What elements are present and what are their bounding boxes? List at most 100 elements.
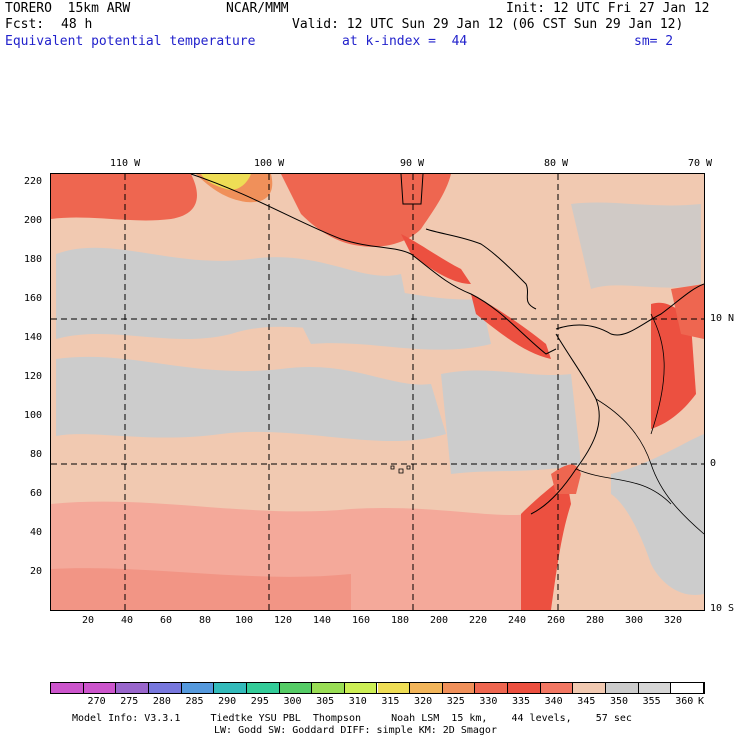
- x-tick-label: 140: [313, 615, 332, 626]
- color-swatch: [246, 683, 280, 693]
- color-bar-label: 355: [642, 696, 661, 707]
- x-tick-label: 100: [235, 615, 254, 626]
- color-bar-label: 305: [316, 696, 335, 707]
- x-tick-label: 260: [547, 615, 566, 626]
- color-swatch: [606, 683, 639, 693]
- coastline: [400, 174, 424, 205]
- hot-region: [401, 234, 471, 284]
- x-tick-label: 20: [82, 615, 95, 626]
- coastline: [555, 283, 704, 336]
- coastline: [190, 174, 557, 355]
- x-tick-label: 120: [274, 615, 293, 626]
- color-bar: [50, 682, 705, 694]
- color-bar-label: 345: [577, 696, 596, 707]
- color-swatch: [442, 683, 476, 693]
- center-name: NCAR/MMM: [226, 1, 289, 16]
- y-tick-label: 60: [30, 488, 43, 499]
- hot-region: [201, 174, 251, 190]
- color-swatch: [181, 683, 215, 693]
- color-bar-label: 280: [152, 696, 171, 707]
- map-field: [51, 174, 704, 610]
- y-tick-label: 80: [30, 449, 43, 460]
- init-time: Init: 12 UTC Fri 27 Jan 12: [506, 1, 710, 16]
- x-tick-label: 80: [199, 615, 212, 626]
- color-swatch: [279, 683, 313, 693]
- gray-region: [611, 434, 704, 595]
- field-name: Equivalent potential temperature: [5, 34, 256, 49]
- y-tick-label: 220: [24, 176, 43, 187]
- x-tick-label: 280: [586, 615, 605, 626]
- color-bar-label: 335: [511, 696, 531, 707]
- y-tick-label: 200: [24, 215, 43, 226]
- y-tick-label: 100: [24, 410, 43, 421]
- lon-label: 110 W: [110, 158, 141, 169]
- color-bar-label: 285: [185, 696, 204, 707]
- border-line: [650, 313, 665, 435]
- color-swatch: [540, 683, 574, 693]
- color-bar-label: 325: [446, 696, 465, 707]
- islands: [390, 465, 411, 474]
- y-tick-label: 160: [24, 293, 43, 304]
- y-tick-label: 140: [24, 332, 43, 343]
- x-tick-label: 160: [352, 615, 371, 626]
- color-bar-label: 270: [87, 696, 106, 707]
- hot-region: [281, 174, 451, 247]
- color-swatch: [475, 683, 509, 693]
- map-plot: [50, 173, 705, 611]
- hot-region: [671, 284, 704, 339]
- physics-info-line: LW: Godd SW: Goddard DIFF: simple KM: 2D…: [214, 725, 497, 736]
- hot-region: [51, 174, 197, 221]
- color-bar-label: 360: [675, 696, 694, 707]
- color-bar-label: 300: [283, 696, 302, 707]
- color-swatch: [410, 683, 443, 693]
- y-tick-label: 180: [24, 254, 43, 265]
- x-tick-label: 200: [430, 615, 449, 626]
- color-swatch: [573, 683, 607, 693]
- valid-time: Valid: 12 UTC Sun 29 Jan 12 (06 CST Sun …: [292, 17, 684, 32]
- color-swatch: [508, 683, 541, 693]
- color-swatch: [83, 683, 117, 693]
- x-tick-label: 180: [391, 615, 410, 626]
- y-tick-label: 20: [30, 566, 43, 577]
- x-tick-label: 40: [121, 615, 134, 626]
- warm-band: [51, 568, 351, 610]
- level-index: at k-index = 44: [342, 34, 468, 49]
- color-bar-label: 340: [544, 696, 563, 707]
- y-tick-label: 40: [30, 527, 43, 538]
- color-swatch: [51, 683, 84, 693]
- hot-region: [521, 474, 571, 610]
- lat-label: 0: [710, 458, 717, 469]
- color-bar-label: 320: [414, 696, 433, 707]
- gray-region: [56, 356, 446, 442]
- coastline: [530, 333, 600, 515]
- lon-label: 70 W: [688, 158, 713, 169]
- lat-label: 10 S: [710, 603, 735, 614]
- smoothing-value: sm= 2: [634, 34, 674, 49]
- color-bar-label: 295: [250, 696, 269, 707]
- coastline: [425, 228, 537, 310]
- color-swatch: [638, 683, 672, 693]
- color-bar-label: 350: [609, 696, 628, 707]
- gray-region: [441, 370, 581, 474]
- x-tick-label: 320: [664, 615, 683, 626]
- color-bar-label: 275: [120, 696, 139, 707]
- color-swatch: [312, 683, 345, 693]
- x-tick-label: 60: [160, 615, 173, 626]
- gray-region: [571, 202, 701, 289]
- color-swatch: [344, 683, 378, 693]
- color-bar-unit: K: [698, 696, 705, 707]
- forecast-label: Fcst:: [5, 17, 45, 32]
- model-info-line: Model Info: V3.3.1 Tiedtke YSU PBL Thomp…: [72, 713, 632, 724]
- y-tick-label: 120: [24, 371, 43, 382]
- gray-region: [281, 281, 491, 350]
- color-swatch: [377, 683, 411, 693]
- lon-label: 100 W: [254, 158, 285, 169]
- x-tick-label: 300: [625, 615, 644, 626]
- lon-label: 90 W: [400, 158, 425, 169]
- lat-label: 10 N: [710, 313, 735, 324]
- color-bar-label: 310: [348, 696, 367, 707]
- border-line: [575, 468, 672, 505]
- grid: [51, 174, 704, 610]
- color-bar-label: 315: [381, 696, 400, 707]
- color-swatch: [148, 683, 182, 693]
